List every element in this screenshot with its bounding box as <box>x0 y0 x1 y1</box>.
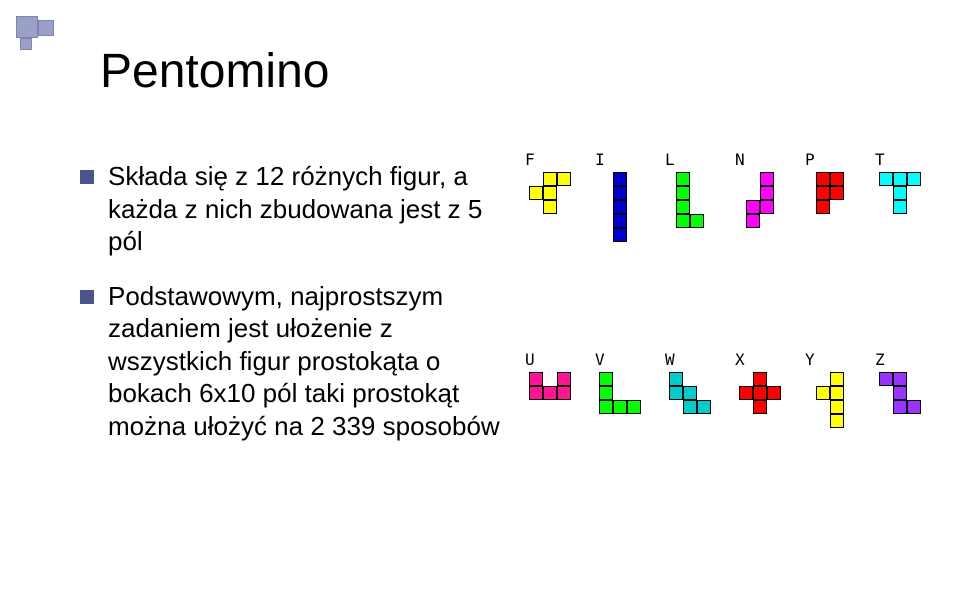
pentomino-v: V <box>595 350 605 372</box>
pentomino-cell <box>907 400 921 414</box>
pentomino-label: T <box>875 150 885 169</box>
pentomino-cell <box>599 386 613 400</box>
slide: Pentomino Składa się z 12 różnych figur,… <box>0 0 960 606</box>
pentomino-u: U <box>525 350 535 372</box>
pentomino-label: I <box>595 150 605 169</box>
pentomino-cell <box>767 386 781 400</box>
pentomino-label: X <box>735 350 745 369</box>
pentomino-z: Z <box>875 350 885 372</box>
pentomino-cell <box>816 186 830 200</box>
pentomino-cell <box>543 172 557 186</box>
pentomino-cell <box>557 386 571 400</box>
pentomino-cell <box>683 400 697 414</box>
pentomino-cell <box>557 172 571 186</box>
bullet-list: Składa się z 12 różnych figur, a każda z… <box>80 160 500 464</box>
pentomino-cell <box>760 186 774 200</box>
pentomino-figure: F I L N P T U V W X Y Z <box>520 150 940 550</box>
pentomino-cell <box>529 372 543 386</box>
pentomino-cell <box>543 200 557 214</box>
pentomino-cell <box>529 186 543 200</box>
pentomino-y: Y <box>805 350 815 372</box>
pentomino-cell <box>830 386 844 400</box>
pentomino-cell <box>893 172 907 186</box>
pentomino-cell <box>830 400 844 414</box>
pentomino-l: L <box>665 150 675 172</box>
pentomino-cell <box>557 372 571 386</box>
pentomino-label: Y <box>805 350 815 369</box>
pentomino-cell <box>739 386 753 400</box>
pentomino-cell <box>816 386 830 400</box>
pentomino-x: X <box>735 350 745 372</box>
pentomino-t: T <box>875 150 885 172</box>
bullet-item: Składa się z 12 różnych figur, a każda z… <box>80 160 500 258</box>
pentomino-cell <box>893 200 907 214</box>
pentomino-cell <box>753 386 767 400</box>
pentomino-cell <box>816 200 830 214</box>
pentomino-cell <box>893 186 907 200</box>
pentomino-cell <box>613 200 627 214</box>
pentomino-cell <box>879 172 893 186</box>
pentomino-cell <box>697 400 711 414</box>
pentomino-cell <box>613 400 627 414</box>
pentomino-cell <box>613 228 627 242</box>
pentomino-cell <box>753 400 767 414</box>
pentomino-cell <box>669 386 683 400</box>
pentomino-cell <box>599 400 613 414</box>
pentomino-cell <box>760 172 774 186</box>
pentomino-cell <box>746 200 760 214</box>
pentomino-cell <box>529 386 543 400</box>
pentomino-cell <box>893 372 907 386</box>
pentomino-cell <box>676 172 690 186</box>
pentomino-label: U <box>525 350 535 369</box>
pentomino-cell <box>627 400 641 414</box>
pentomino-cell <box>613 214 627 228</box>
pentomino-cell <box>893 400 907 414</box>
pentomino-cell <box>690 214 704 228</box>
pentomino-label: F <box>525 150 535 169</box>
pentomino-cell <box>830 172 844 186</box>
pentomino-cell <box>893 386 907 400</box>
pentomino-cell <box>907 172 921 186</box>
pentomino-label: P <box>805 150 815 169</box>
pentomino-cell <box>613 186 627 200</box>
pentomino-cell <box>830 372 844 386</box>
pentomino-w: W <box>665 350 675 372</box>
pentomino-n: N <box>735 150 745 172</box>
pentomino-cell <box>879 372 893 386</box>
pentomino-label: N <box>735 150 745 169</box>
pentomino-p: P <box>805 150 815 172</box>
pentomino-cell <box>830 414 844 428</box>
pentomino-cell <box>613 172 627 186</box>
pentomino-cell <box>599 372 613 386</box>
pentomino-cell <box>676 200 690 214</box>
pentomino-cell <box>669 372 683 386</box>
pentomino-cell <box>753 372 767 386</box>
pentomino-cell <box>760 200 774 214</box>
pentomino-cell <box>746 214 760 228</box>
pentomino-label: W <box>665 350 675 369</box>
pentomino-cell <box>830 186 844 200</box>
bullet-item: Podstawowym, najprostszym zadaniem jest … <box>80 280 500 443</box>
slide-title: Pentomino <box>100 44 329 99</box>
pentomino-cell <box>543 186 557 200</box>
pentomino-cell <box>683 386 697 400</box>
pentomino-cell <box>676 214 690 228</box>
pentomino-cell <box>676 186 690 200</box>
pentomino-label: V <box>595 350 605 369</box>
pentomino-label: Z <box>875 350 885 369</box>
pentomino-i: I <box>595 150 605 172</box>
pentomino-cell <box>816 172 830 186</box>
pentomino-label: L <box>665 150 675 169</box>
pentomino-f: F <box>525 150 535 172</box>
pentomino-cell <box>543 386 557 400</box>
